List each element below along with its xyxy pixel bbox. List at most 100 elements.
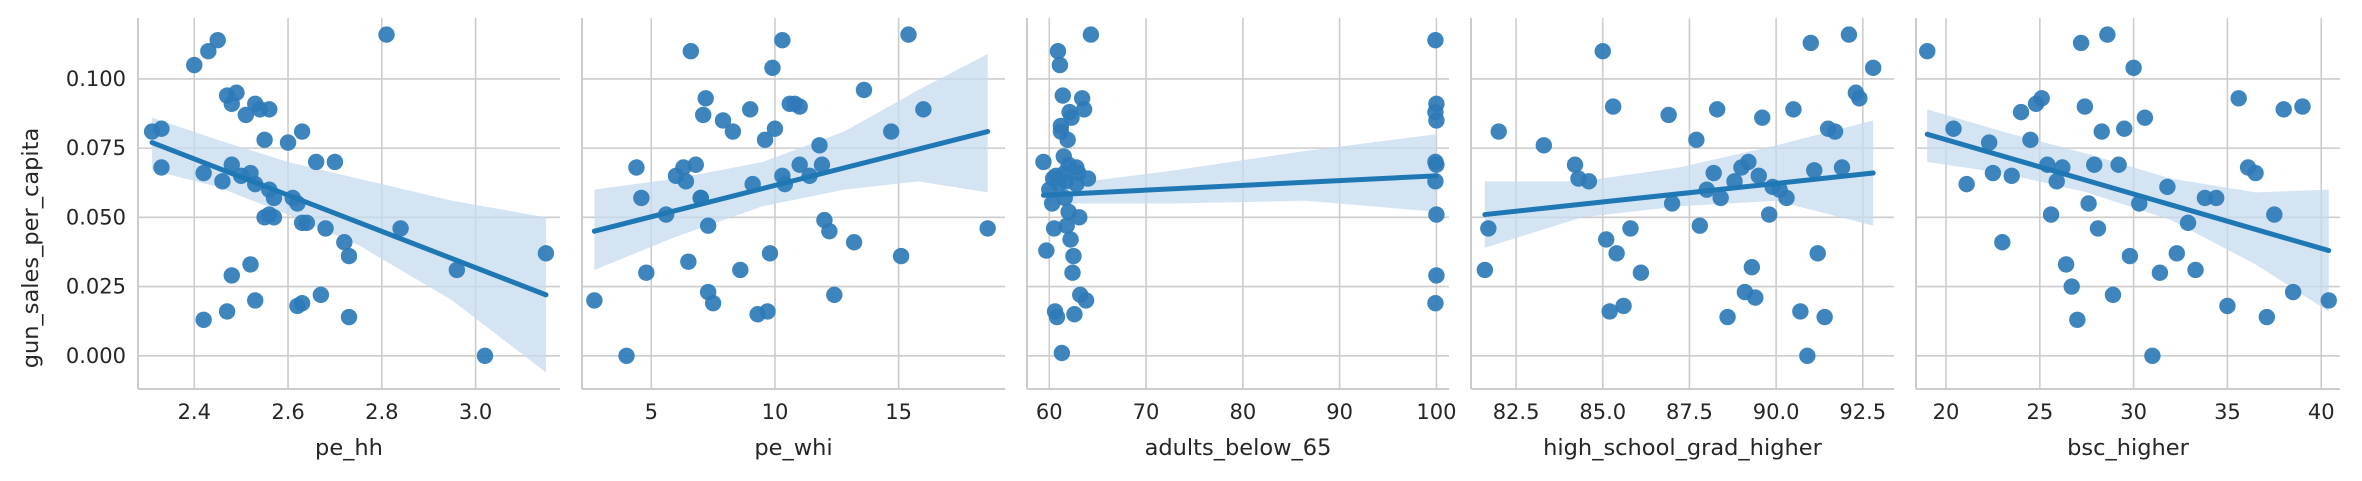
data-point bbox=[1598, 231, 1615, 248]
regression-line bbox=[1482, 170, 1876, 218]
data-point bbox=[1045, 220, 1063, 237]
data-point bbox=[223, 156, 240, 173]
data-point bbox=[2121, 247, 2139, 265]
panel-high_school_grad_higher: 82.5 85.0 87.5 90.0 92.5 high_school_grad_hig… bbox=[1470, 18, 1894, 461]
data-point bbox=[1691, 217, 1709, 234]
data-point bbox=[1802, 34, 1819, 52]
data-point bbox=[1071, 209, 1088, 226]
data-point bbox=[1688, 131, 1705, 149]
data-point bbox=[855, 81, 873, 99]
y-tick-label: 0.050 bbox=[66, 205, 126, 229]
data-point bbox=[1785, 101, 1802, 118]
data-point bbox=[2247, 164, 2264, 182]
data-point bbox=[2187, 261, 2204, 279]
data-point bbox=[237, 106, 255, 124]
data-point bbox=[1065, 247, 1082, 265]
data-point bbox=[2110, 156, 2127, 173]
x-tick-label: 20 bbox=[1933, 400, 1960, 424]
data-point bbox=[680, 253, 697, 270]
data-point bbox=[1428, 267, 1445, 284]
data-point bbox=[1622, 220, 1639, 237]
data-point bbox=[1480, 220, 1497, 237]
data-point bbox=[1038, 242, 1055, 259]
data-point bbox=[2072, 34, 2090, 52]
data-point bbox=[774, 31, 791, 49]
data-point bbox=[1980, 134, 1998, 151]
data-point bbox=[340, 308, 358, 326]
data-point bbox=[218, 303, 236, 320]
y-tick-label: 0.025 bbox=[66, 275, 126, 299]
data-point bbox=[2116, 120, 2133, 137]
data-point bbox=[699, 217, 717, 234]
data-point bbox=[2089, 220, 2107, 237]
data-point bbox=[2048, 173, 2065, 190]
data-point bbox=[1799, 347, 1816, 364]
data-point bbox=[1060, 156, 1077, 173]
data-point bbox=[1075, 101, 1093, 118]
data-point bbox=[1919, 43, 1936, 60]
data-point bbox=[1806, 162, 1823, 179]
data-point bbox=[618, 347, 635, 364]
y-tick-label: 0.000 bbox=[66, 344, 126, 368]
data-point bbox=[2168, 245, 2185, 262]
data-point bbox=[2275, 101, 2292, 118]
data-point bbox=[628, 159, 645, 176]
data-point bbox=[892, 247, 910, 265]
data-point bbox=[1660, 106, 1677, 124]
data-point bbox=[392, 220, 409, 237]
x-tick-label: 100 bbox=[1416, 400, 1456, 424]
data-point bbox=[261, 101, 278, 118]
data-point bbox=[1708, 101, 1726, 118]
x-tick-label: 3.0 bbox=[459, 400, 492, 424]
data-point bbox=[1840, 26, 1858, 43]
x-tick-label: 25 bbox=[2026, 400, 2053, 424]
data-point bbox=[1064, 264, 1081, 281]
x-tick-label: 2.6 bbox=[271, 400, 304, 424]
data-point bbox=[1535, 137, 1553, 154]
data-point bbox=[759, 303, 776, 320]
data-point bbox=[2080, 195, 2097, 212]
data-point bbox=[774, 167, 791, 185]
data-point bbox=[448, 261, 466, 279]
data-point bbox=[537, 245, 555, 262]
confidence-band bbox=[594, 53, 988, 270]
panel-adults_below_65: 60 70 80 90 100 adults_below_65 bbox=[1026, 18, 1456, 461]
data-point bbox=[764, 59, 781, 77]
data-point bbox=[1663, 195, 1681, 212]
data-point bbox=[900, 26, 917, 43]
data-point bbox=[265, 209, 283, 226]
data-point bbox=[2099, 26, 2116, 43]
data-point bbox=[1719, 308, 1736, 326]
data-point bbox=[1051, 56, 1069, 74]
x-tick-label: 90.0 bbox=[1753, 400, 1800, 424]
data-point bbox=[317, 220, 334, 237]
data-point bbox=[1754, 109, 1771, 126]
data-point bbox=[1427, 31, 1444, 49]
panel-bsc_higher: 20 25 30 35 40 bsc_higher bbox=[1915, 18, 2340, 461]
data-point bbox=[1427, 294, 1444, 312]
data-point bbox=[2086, 156, 2103, 173]
data-point bbox=[1994, 234, 2011, 251]
data-point bbox=[695, 106, 712, 124]
data-point bbox=[1062, 231, 1079, 248]
regression-line bbox=[1040, 173, 1439, 198]
data-point bbox=[1054, 87, 1072, 104]
data-point bbox=[1747, 289, 1764, 306]
data-point bbox=[714, 112, 732, 129]
data-point bbox=[675, 159, 692, 176]
confidence-band bbox=[1484, 120, 1874, 248]
data-point bbox=[223, 267, 240, 284]
data-point bbox=[2022, 131, 2039, 149]
data-point bbox=[813, 156, 831, 173]
data-point bbox=[586, 292, 603, 309]
data-point bbox=[1077, 292, 1095, 309]
data-point bbox=[1743, 258, 1761, 276]
data-point bbox=[312, 286, 330, 304]
data-point bbox=[1792, 303, 1809, 320]
data-point bbox=[336, 234, 353, 251]
x-axis-label: adults_below_65 bbox=[1145, 435, 1332, 461]
data-point bbox=[724, 123, 742, 140]
data-point bbox=[2104, 286, 2122, 304]
data-point bbox=[2294, 98, 2311, 115]
